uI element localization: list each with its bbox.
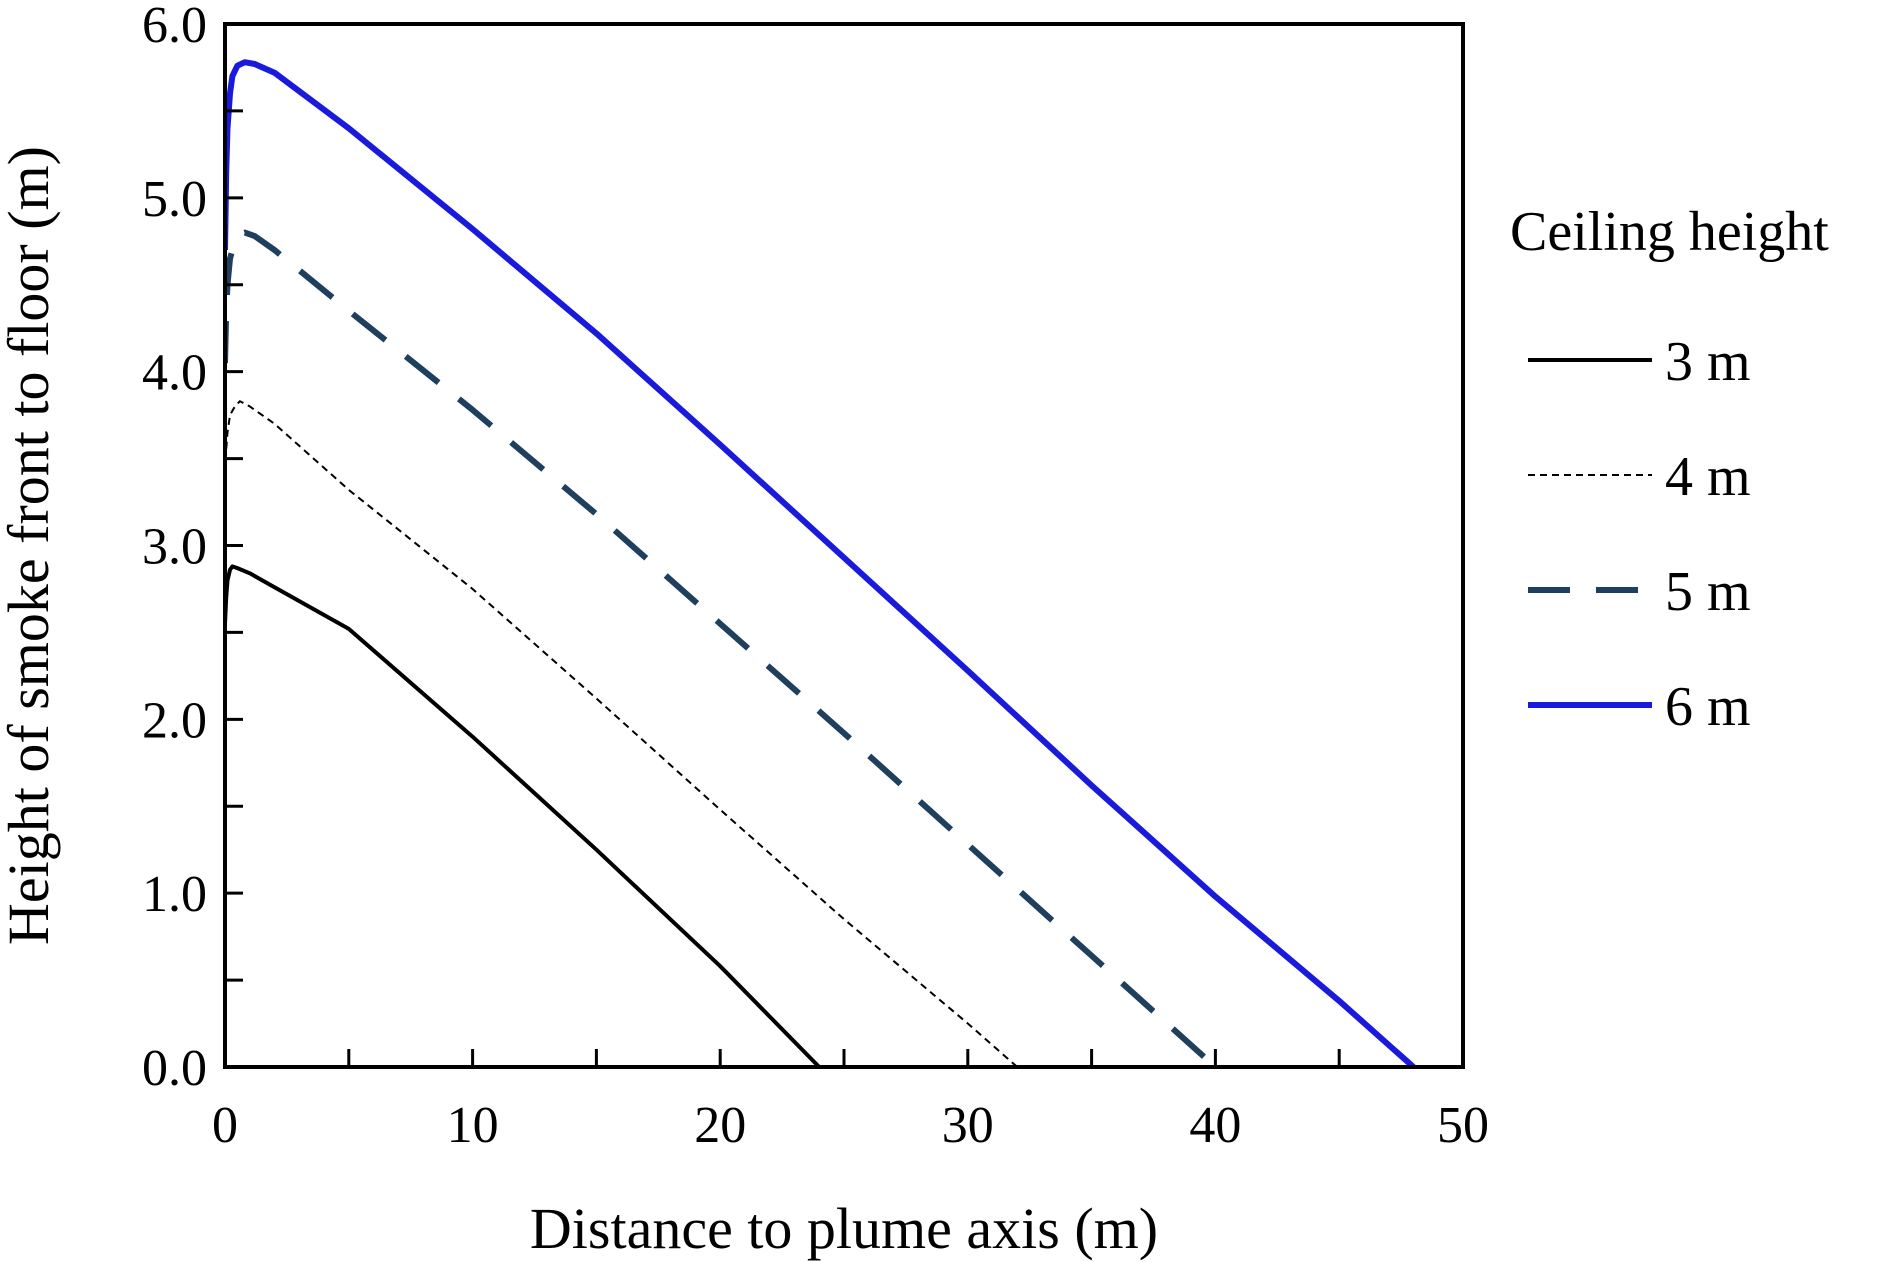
y-axis: 0.0 1.0 2.0 3.0 4.0 5.0 6.0 — [142, 0, 243, 1097]
legend-title: Ceiling height — [1510, 201, 1829, 263]
legend: Ceiling height 3 m 4 m 5 m 6 m — [1510, 201, 1829, 738]
x-axis: 0 10 20 30 40 50 — [212, 1049, 1489, 1154]
y-tick-label: 1.0 — [142, 866, 207, 923]
y-tick-label: 6.0 — [142, 0, 207, 54]
legend-label-1: 3 m — [1665, 331, 1751, 393]
y-axis-title: Height of smoke front to floor (m) — [0, 146, 61, 945]
series-line-3 — [225, 229, 1218, 1067]
series-line-4 — [225, 59, 1416, 1067]
x-tick-label: 10 — [447, 1097, 499, 1154]
x-tick-label: 50 — [1437, 1097, 1489, 1154]
y-tick-label: 2.0 — [142, 692, 207, 749]
legend-label-2: 4 m — [1665, 446, 1751, 508]
legend-label-4: 6 m — [1665, 676, 1751, 738]
y-tick-label: 0.0 — [142, 1040, 207, 1097]
y-tick-label: 3.0 — [142, 519, 207, 576]
y-tick-label: 5.0 — [142, 171, 207, 228]
y-tick-label: 4.0 — [142, 345, 207, 402]
series-line-1 — [225, 564, 821, 1067]
x-tick-label: 0 — [212, 1097, 238, 1154]
series-line-2 — [225, 400, 1018, 1067]
x-tick-label: 40 — [1189, 1097, 1241, 1154]
x-axis-title: Distance to plume axis (m) — [530, 1196, 1158, 1261]
x-tick-label: 20 — [694, 1097, 746, 1154]
plot-series — [225, 59, 1416, 1067]
x-tick-label: 30 — [942, 1097, 994, 1154]
legend-label-3: 5 m — [1665, 561, 1751, 623]
